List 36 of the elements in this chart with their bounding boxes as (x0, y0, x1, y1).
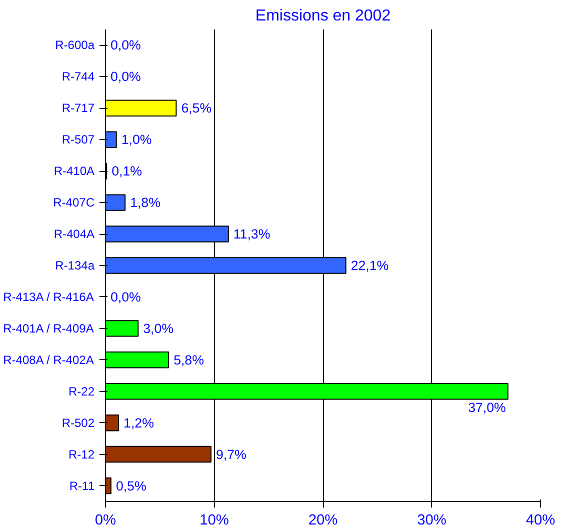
data-label: 37,0% (468, 400, 506, 415)
data-label: 1,8% (130, 195, 161, 210)
y-tick-label: R-717 (62, 101, 95, 116)
y-tick-label: R-413A / R-416A (3, 290, 94, 304)
y-tick-label: R-134a (55, 258, 95, 272)
data-label: 0,1% (112, 164, 142, 179)
x-tick-label: 40% (526, 512, 556, 528)
data-label: 1,2% (124, 415, 154, 430)
data-label: 9,7% (216, 446, 247, 462)
data-label: 6,5% (181, 100, 212, 116)
y-tick-label: R-744 (62, 70, 95, 84)
data-label: 11,3% (233, 226, 270, 242)
y-tick-label: R-507 (62, 132, 95, 147)
data-label: 0,5% (116, 478, 146, 494)
data-label: 3,0% (143, 320, 174, 336)
x-tick-label: 20% (308, 512, 338, 528)
y-tick-label: R-502 (62, 416, 95, 430)
data-label: 0,0% (110, 69, 142, 84)
y-tick-label: R-22 (68, 384, 95, 398)
chart-title: Emissions en 2002 (255, 8, 391, 24)
y-tick-label: R-410A (54, 164, 94, 178)
y-tick-label: R-404A (54, 227, 94, 242)
y-tick-label: R-11 (69, 478, 95, 493)
y-tick-label: R-401A / R-409A (3, 321, 94, 336)
data-label: 5,8% (174, 352, 204, 368)
data-label: 0,0% (110, 289, 142, 304)
x-tick-label: 30% (417, 512, 446, 528)
y-tick-label: R-600a (55, 38, 95, 52)
x-tick-label: 10% (200, 512, 229, 528)
y-tick-label: R-408A / R-402A (3, 352, 94, 367)
data-label: 0,0% (110, 38, 142, 53)
data-label: 1,0% (121, 132, 152, 148)
y-tick-label: R-12 (68, 447, 95, 462)
x-tick-label: 0% (94, 512, 116, 528)
y-tick-label: R-407C (53, 196, 95, 210)
data-label: 22,1% (350, 258, 389, 273)
